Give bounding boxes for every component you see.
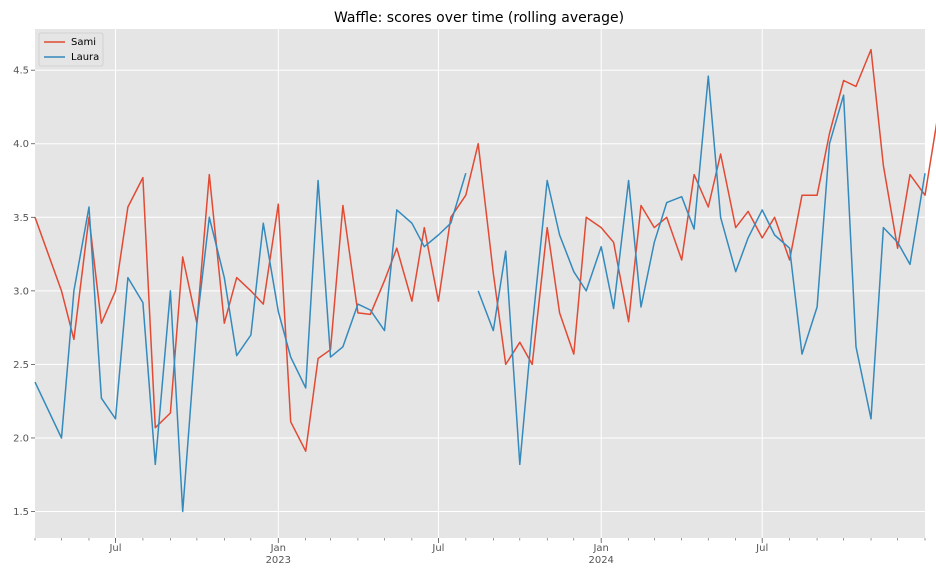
y-tick-label: 3.0 bbox=[13, 286, 29, 297]
series-lines bbox=[34, 48, 936, 513]
y-tick-label: 2.5 bbox=[13, 360, 29, 371]
y-tick-label: 3.5 bbox=[13, 213, 29, 224]
series-line-laura bbox=[34, 172, 467, 513]
x-tick-label: Jul bbox=[755, 543, 768, 554]
grid bbox=[35, 29, 925, 538]
plot-area bbox=[35, 29, 925, 538]
legend-label-sami: Sami bbox=[71, 37, 96, 48]
x-tick-label: Jul bbox=[431, 543, 444, 554]
series-line-laura bbox=[477, 75, 926, 466]
x-tick-label: Jan bbox=[270, 543, 286, 554]
x-tick-sublabel: 2023 bbox=[266, 555, 291, 566]
x-tick-label: Jul bbox=[108, 543, 121, 554]
y-tick-label: 4.0 bbox=[13, 139, 29, 150]
legend-label-laura: Laura bbox=[71, 52, 99, 63]
chart-title: Waffle: scores over time (rolling averag… bbox=[334, 10, 624, 26]
y-tick-label: 1.5 bbox=[13, 507, 29, 518]
x-tick-label: Jan bbox=[592, 543, 608, 554]
x-tick-sublabel: 2024 bbox=[588, 555, 613, 566]
y-tick-label: 4.5 bbox=[13, 66, 29, 77]
legend: Sami Laura bbox=[38, 32, 104, 67]
y-tick-label: 2.0 bbox=[13, 433, 29, 444]
